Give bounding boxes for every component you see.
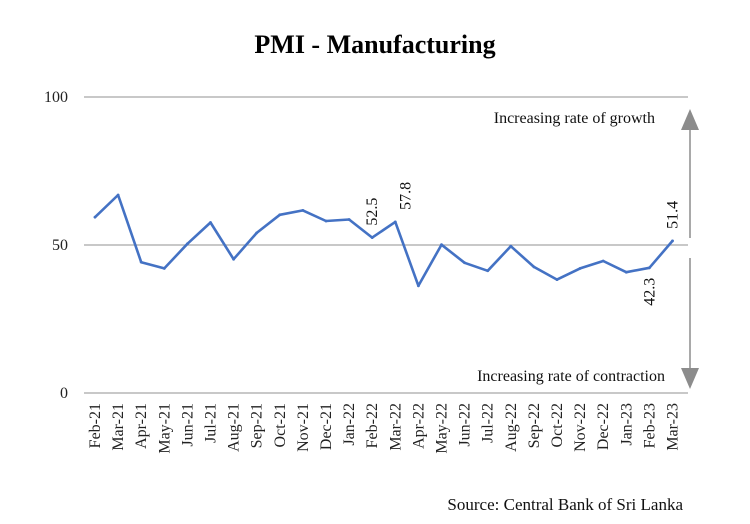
x-tick-label: Mar-23	[665, 403, 682, 451]
data-label: 57.8	[397, 182, 414, 210]
x-tick-label: Sep-21	[249, 403, 266, 448]
data-point	[116, 193, 120, 197]
data-point	[440, 243, 443, 247]
data-point	[463, 261, 466, 265]
x-tick-label: Aug-21	[226, 403, 243, 452]
x-tick-label: Feb-21	[87, 403, 104, 448]
data-point	[139, 260, 143, 264]
data-point	[648, 266, 651, 270]
x-tick-label: Jan-23	[618, 403, 635, 446]
data-point	[393, 220, 397, 224]
x-tick-label: Feb-23	[641, 403, 658, 448]
x-tick-label: Nov-21	[295, 403, 312, 452]
growth-annotation: Increasing rate of growth	[494, 110, 655, 127]
x-tick-label: Oct-21	[272, 403, 289, 447]
y-tick-label: 50	[52, 237, 68, 254]
x-tick-label: Dec-21	[318, 403, 335, 450]
data-point	[232, 257, 236, 261]
data-point	[532, 265, 536, 269]
data-point	[486, 269, 490, 273]
data-point	[370, 236, 374, 240]
data-point	[601, 259, 605, 263]
x-tick-label: Nov-22	[572, 403, 589, 452]
data-label: 51.4	[665, 201, 682, 229]
data-point	[555, 278, 559, 282]
x-tick-label: Aug-22	[503, 403, 520, 452]
data-label: 52.5	[364, 198, 381, 226]
data-point	[93, 215, 97, 219]
data-point	[209, 221, 212, 224]
contraction-arrow-head	[681, 368, 699, 389]
x-tick-label: Feb-22	[364, 403, 381, 448]
series-line-0	[93, 193, 674, 288]
data-point	[162, 266, 166, 270]
data-point	[671, 239, 674, 243]
chart-title: PMI - Manufacturing	[254, 30, 495, 59]
x-tick-label: May-22	[434, 403, 451, 454]
x-tick-label: Jan-22	[341, 403, 358, 446]
x-tick-label: Jun-22	[457, 403, 474, 447]
data-point	[278, 213, 282, 217]
data-label: 42.3	[641, 278, 658, 306]
x-tick-label: Jun-21	[179, 403, 196, 447]
data-point	[186, 242, 189, 246]
x-tick-label: Sep-22	[526, 403, 543, 448]
x-tick-label: Apr-22	[410, 403, 427, 449]
growth-arrow-head	[681, 109, 699, 130]
y-tick-label: 100	[44, 89, 68, 106]
y-tick-label: 0	[60, 385, 68, 402]
x-tick-label: Jul-22	[480, 403, 497, 443]
data-point	[255, 231, 259, 235]
x-tick-label: Mar-22	[387, 403, 404, 451]
x-tick-label: Apr-21	[133, 403, 150, 449]
data-point	[417, 284, 420, 288]
x-tick-label: May-21	[156, 403, 173, 454]
x-tick-label: Oct-22	[549, 403, 566, 447]
data-point	[624, 270, 628, 274]
x-tick-label: Jul-21	[203, 403, 220, 443]
data-point	[509, 244, 513, 248]
data-point	[347, 218, 351, 221]
data-point	[301, 208, 305, 212]
x-tick-label: Dec-22	[595, 403, 612, 450]
x-tick-label: Mar-21	[110, 403, 127, 451]
data-point	[324, 219, 328, 223]
contraction-annotation: Increasing rate of contraction	[477, 368, 665, 385]
data-point	[578, 266, 582, 270]
source-note: Source: Central Bank of Sri Lanka	[447, 495, 683, 514]
